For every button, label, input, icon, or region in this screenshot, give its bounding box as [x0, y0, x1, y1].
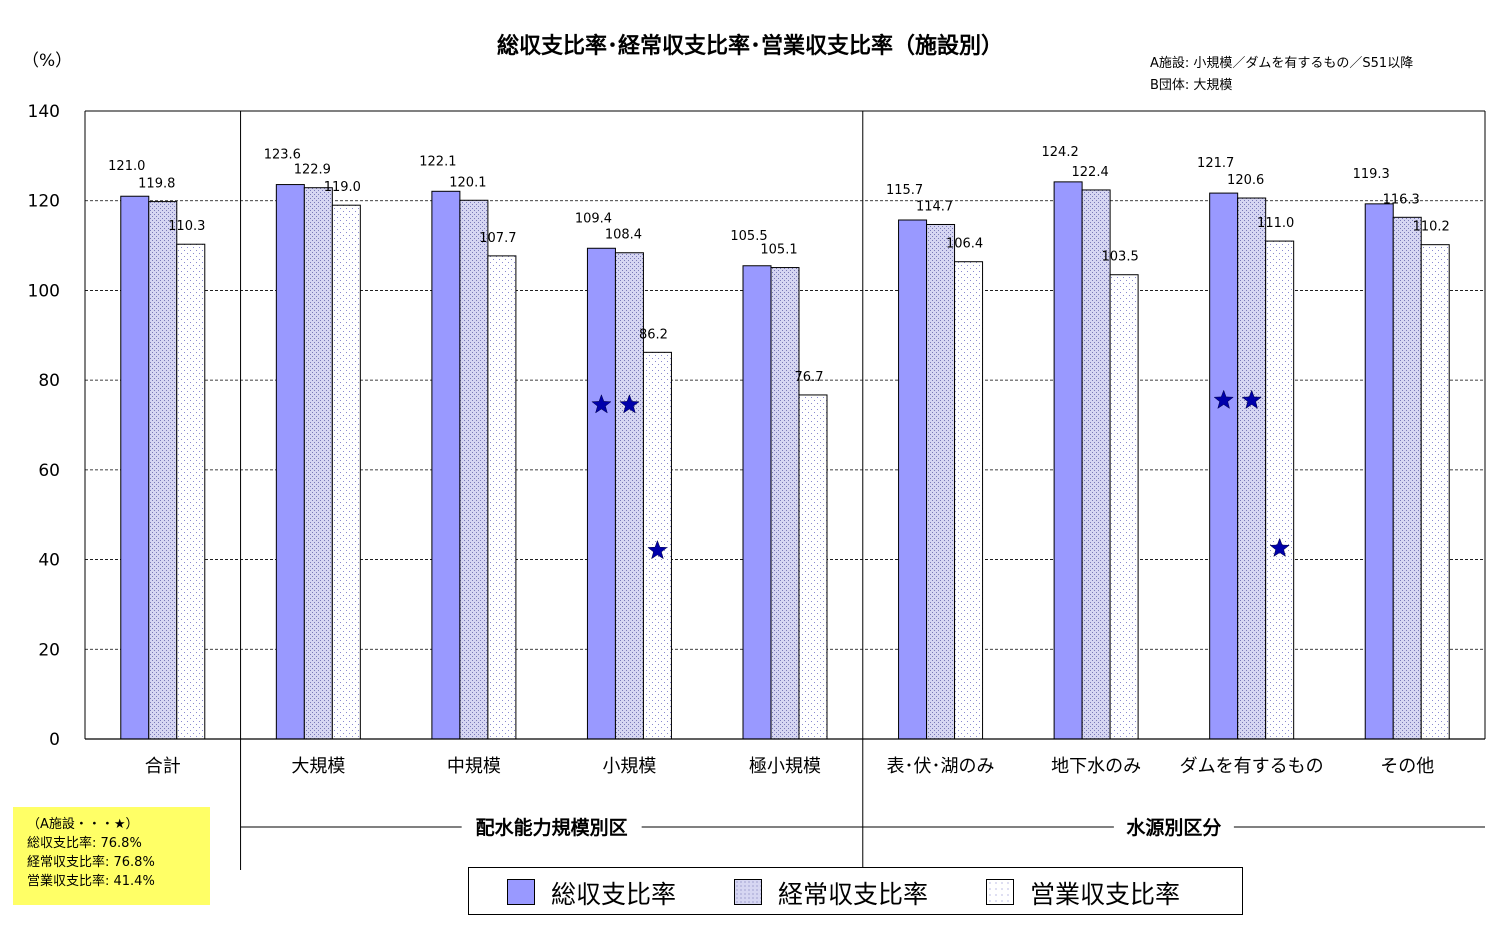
data-label: 120.1	[449, 175, 486, 190]
category-label: 中規模	[447, 756, 501, 777]
data-label: 119.3	[1353, 167, 1390, 182]
data-label: 122.4	[1072, 165, 1109, 180]
bar	[586, 247, 616, 740]
bar	[742, 265, 772, 740]
star-marker	[1241, 389, 1262, 409]
legend-label-operating: 営業収支比率	[1030, 880, 1181, 909]
category-label: 小規模	[602, 756, 656, 777]
bar	[275, 184, 305, 740]
data-label: 122.1	[419, 154, 456, 169]
bar	[1364, 203, 1394, 740]
bar	[1392, 216, 1422, 740]
legend: 総収支比率 経常収支比率 営業収支比率	[468, 867, 1243, 915]
data-label: 115.7	[886, 183, 923, 198]
star-marker	[1213, 389, 1234, 409]
star-note-ordinary: 経常収支比率: 76.8%	[27, 855, 155, 870]
star-note-title: （A施設・・・★）	[27, 817, 139, 832]
bar	[1265, 240, 1295, 740]
y-tick-label: 120	[28, 192, 60, 212]
group-label-bg	[1113, 812, 1234, 842]
bar	[1053, 181, 1083, 740]
data-label: 105.5	[730, 229, 767, 244]
bar	[148, 201, 178, 740]
data-label: 111.0	[1257, 216, 1294, 231]
note-a-facility: A施設: 小規模／ダムを有するもの／S51以降	[1150, 56, 1414, 71]
bar	[176, 243, 206, 740]
category-label: 地下水のみ	[1051, 756, 1141, 777]
y-tick-label: 60	[38, 461, 60, 481]
y-tick-label: 80	[38, 371, 60, 391]
star-note-box: （A施設・・・★） 総収支比率: 76.8% 経常収支比率: 76.8% 営業収…	[13, 807, 210, 905]
group-label-bg	[461, 812, 642, 842]
bar	[1209, 192, 1239, 740]
data-label: 114.7	[916, 199, 953, 214]
bar	[954, 261, 984, 740]
bar	[487, 255, 517, 740]
category-label: 極小規模	[749, 756, 821, 777]
bar	[459, 199, 489, 740]
category-label: 大規模	[291, 756, 345, 777]
bar	[614, 252, 644, 740]
data-label: 106.4	[946, 237, 983, 252]
chart-title: 総収支比率･経常収支比率･営業収支比率（施設別）	[496, 34, 1003, 59]
data-label: 105.1	[760, 243, 797, 258]
y-tick-label: 100	[28, 281, 60, 301]
legend-swatch-ordinary	[734, 879, 762, 905]
data-label: 86.2	[639, 327, 668, 342]
bar	[331, 204, 361, 740]
legend-swatch-operating	[986, 879, 1014, 905]
category-label: 表･伏･湖のみ	[887, 756, 995, 777]
note-b-group: B団体: 大規模	[1150, 78, 1233, 93]
data-label: 110.2	[1413, 220, 1450, 235]
y-tick-label: 20	[38, 640, 60, 660]
category-label: ダムを有するもの	[1180, 756, 1324, 777]
data-label: 121.7	[1197, 156, 1234, 171]
bar	[120, 195, 150, 740]
data-label: 124.2	[1042, 145, 1079, 160]
category-label: 合計	[145, 756, 181, 777]
bar	[1109, 274, 1139, 740]
bar	[1081, 189, 1111, 740]
data-label: 76.7	[795, 370, 824, 385]
data-label: 122.9	[294, 163, 331, 178]
legend-label-total: 総収支比率	[551, 880, 677, 909]
bar	[1237, 197, 1267, 740]
y-axis-unit: （%）	[22, 51, 73, 71]
data-label: 107.7	[479, 231, 516, 246]
bar	[898, 219, 928, 740]
group-label: 水源別区分	[1126, 816, 1221, 839]
bar	[642, 351, 672, 740]
data-label: 119.0	[324, 180, 361, 195]
legend-swatch-total	[507, 879, 535, 905]
data-label: 123.6	[264, 148, 301, 163]
bar	[1420, 244, 1450, 740]
bar	[770, 267, 800, 740]
star-note-operating: 営業収支比率: 41.4%	[27, 874, 155, 889]
star-marker	[647, 539, 668, 560]
data-label: 121.0	[108, 159, 145, 174]
star-marker	[591, 394, 612, 414]
bar	[431, 190, 461, 740]
bar	[303, 187, 333, 740]
group-label: 配水能力規模別区	[476, 816, 628, 839]
data-label: 110.3	[168, 219, 205, 234]
bar	[926, 223, 956, 740]
star-note-total: 総収支比率: 76.8%	[27, 836, 142, 851]
star-marker	[619, 394, 640, 414]
y-tick-label: 40	[38, 551, 60, 571]
data-label: 103.5	[1102, 250, 1139, 265]
y-tick-label: 140	[28, 102, 60, 122]
category-label: その他	[1380, 756, 1434, 777]
data-label: 108.4	[605, 228, 642, 243]
legend-label-ordinary: 経常収支比率	[778, 880, 929, 909]
bar	[798, 394, 828, 740]
data-label: 116.3	[1383, 192, 1420, 207]
data-label: 109.4	[575, 211, 612, 226]
y-tick-label: 0	[49, 730, 60, 750]
data-label: 119.8	[138, 177, 175, 192]
star-marker	[1269, 537, 1290, 557]
data-label: 120.6	[1227, 173, 1264, 188]
